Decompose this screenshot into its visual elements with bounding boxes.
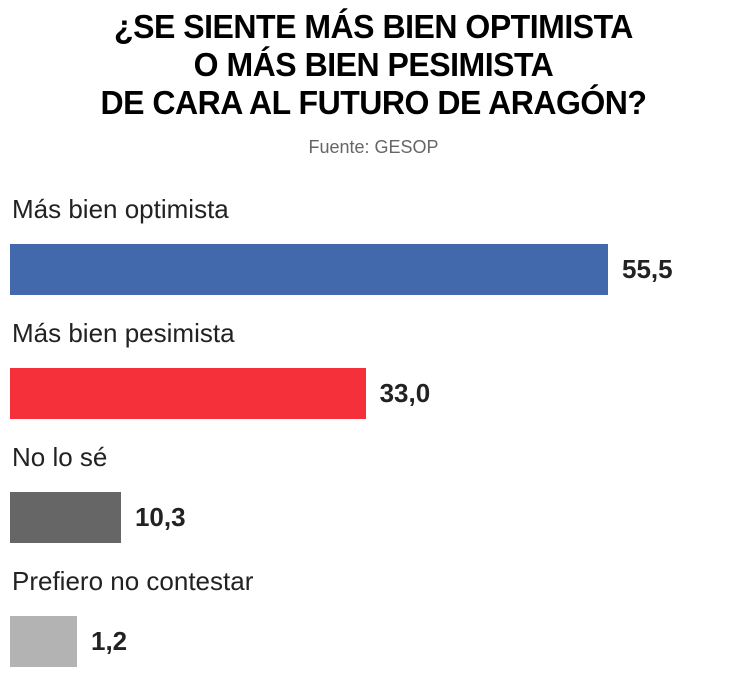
value-label: 55,5 — [622, 254, 673, 284]
bar — [10, 616, 77, 667]
value-label: 1,2 — [91, 626, 128, 656]
source-note: Fuente: GESOP — [308, 137, 439, 157]
bar — [10, 368, 366, 419]
value-label: 10,3 — [134, 502, 186, 532]
bar — [10, 492, 121, 543]
title-line: ¿SE SIENTE MÁS BIEN OPTIMISTA — [114, 8, 633, 45]
category-label: Más bien optimista — [12, 194, 229, 224]
value-label: 33,0 — [379, 378, 431, 408]
category-label: Prefiero no contestar — [12, 566, 254, 596]
title-line: DE CARA AL FUTURO DE ARAGÓN? — [100, 84, 647, 121]
category-label: No lo sé — [12, 442, 108, 472]
chart-title: ¿SE SIENTE MÁS BIEN OPTIMISTA O MÁS BIEN… — [11, 8, 736, 122]
title-line: O MÁS BIEN PESIMISTA — [193, 46, 554, 83]
category-label: Más bien pesimista — [12, 318, 235, 348]
bar — [10, 244, 608, 295]
